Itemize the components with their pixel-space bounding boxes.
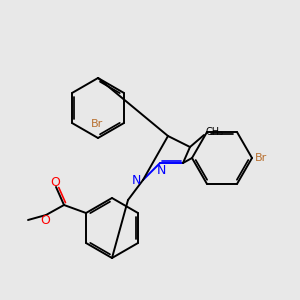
Text: N: N xyxy=(156,164,166,178)
Text: O: O xyxy=(40,214,50,227)
Text: Br: Br xyxy=(255,153,267,163)
Text: Br: Br xyxy=(91,119,103,129)
Text: N: N xyxy=(131,175,141,188)
Text: CH₃: CH₃ xyxy=(206,127,224,137)
Text: O: O xyxy=(50,176,60,188)
